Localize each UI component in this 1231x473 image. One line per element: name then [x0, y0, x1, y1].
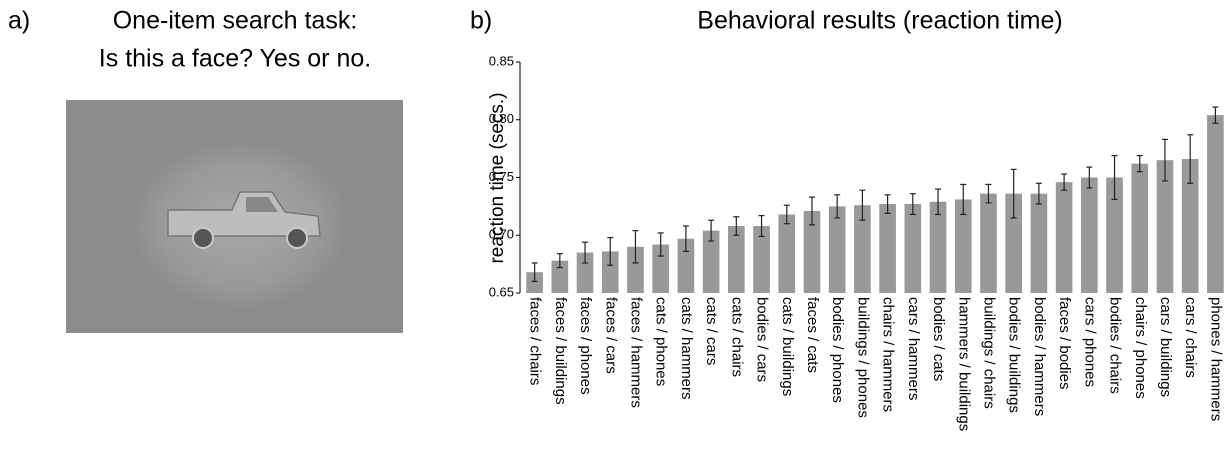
panel-label: b)	[470, 7, 492, 35]
x-tick-label: faces / chairs	[527, 297, 544, 385]
x-tick-label: bodies / hammers	[1031, 297, 1048, 416]
x-tick-label: faces / buildings	[552, 297, 569, 405]
x-tick-label: cars / buildings	[1157, 297, 1174, 397]
x-tick-label: faces / phones	[577, 297, 594, 395]
bar	[1081, 178, 1098, 294]
bar	[1056, 182, 1073, 293]
x-tick-label: bodies / cats	[930, 297, 947, 381]
x-tick-label: cars / phones	[1081, 297, 1098, 387]
x-tick-label: phones / hammers	[1207, 297, 1224, 421]
x-tick-label: cats / hammers	[678, 297, 695, 400]
y-tick-label: 0.80	[489, 111, 514, 126]
bar	[1131, 164, 1148, 293]
x-tick-label: cats / buildings	[779, 297, 796, 396]
x-tick-label: cars / hammers	[905, 297, 922, 400]
x-tick-label: faces / hammers	[627, 297, 644, 408]
bar	[829, 206, 846, 293]
bar	[778, 214, 795, 293]
x-tick-label: cars / chairs	[1182, 297, 1199, 378]
x-tick-label: cats / phones	[653, 297, 670, 386]
bar	[905, 204, 922, 293]
x-tick-label: bodies / phones	[829, 297, 846, 403]
panel-title: One-item search task:	[113, 7, 358, 35]
y-tick-label: 0.75	[489, 169, 514, 184]
x-tick-label: buildings / phones	[854, 297, 871, 418]
x-tick-label: chairs / hammers	[880, 297, 897, 412]
x-tick-label: chairs / phones	[1132, 297, 1149, 399]
y-tick-label: 0.85	[489, 53, 514, 68]
x-tick-label: buildings / chairs	[980, 297, 997, 409]
x-tick-label: hammers / buildings	[955, 297, 972, 431]
x-tick-label: faces / cats	[804, 297, 821, 373]
bar	[728, 226, 745, 293]
figure: a) One-item search task: Is this a face?…	[0, 0, 1231, 473]
chart-title: Behavioral results (reaction time)	[697, 7, 1062, 35]
y-tick-label: 0.65	[489, 284, 514, 299]
x-tick-label: bodies / chairs	[1107, 297, 1124, 394]
x-tick-label: bodies / buildings	[1006, 297, 1023, 413]
y-tick-label: 0.70	[489, 227, 514, 242]
x-tick-label: faces / cars	[602, 297, 619, 374]
x-tick-label: faces / bodies	[1056, 297, 1073, 390]
x-tick-label: cats / cars	[703, 297, 720, 365]
bar	[930, 202, 947, 293]
bar	[1207, 115, 1224, 293]
stimulus-image	[66, 100, 403, 333]
bar	[1031, 194, 1048, 293]
panel-title: Is this a face? Yes or no.	[99, 45, 371, 73]
bar	[879, 204, 896, 293]
x-tick-label: bodies / cars	[754, 297, 771, 382]
panel-label: a)	[8, 7, 30, 35]
x-tick-label: cats / chairs	[728, 297, 745, 377]
bar	[980, 194, 997, 293]
